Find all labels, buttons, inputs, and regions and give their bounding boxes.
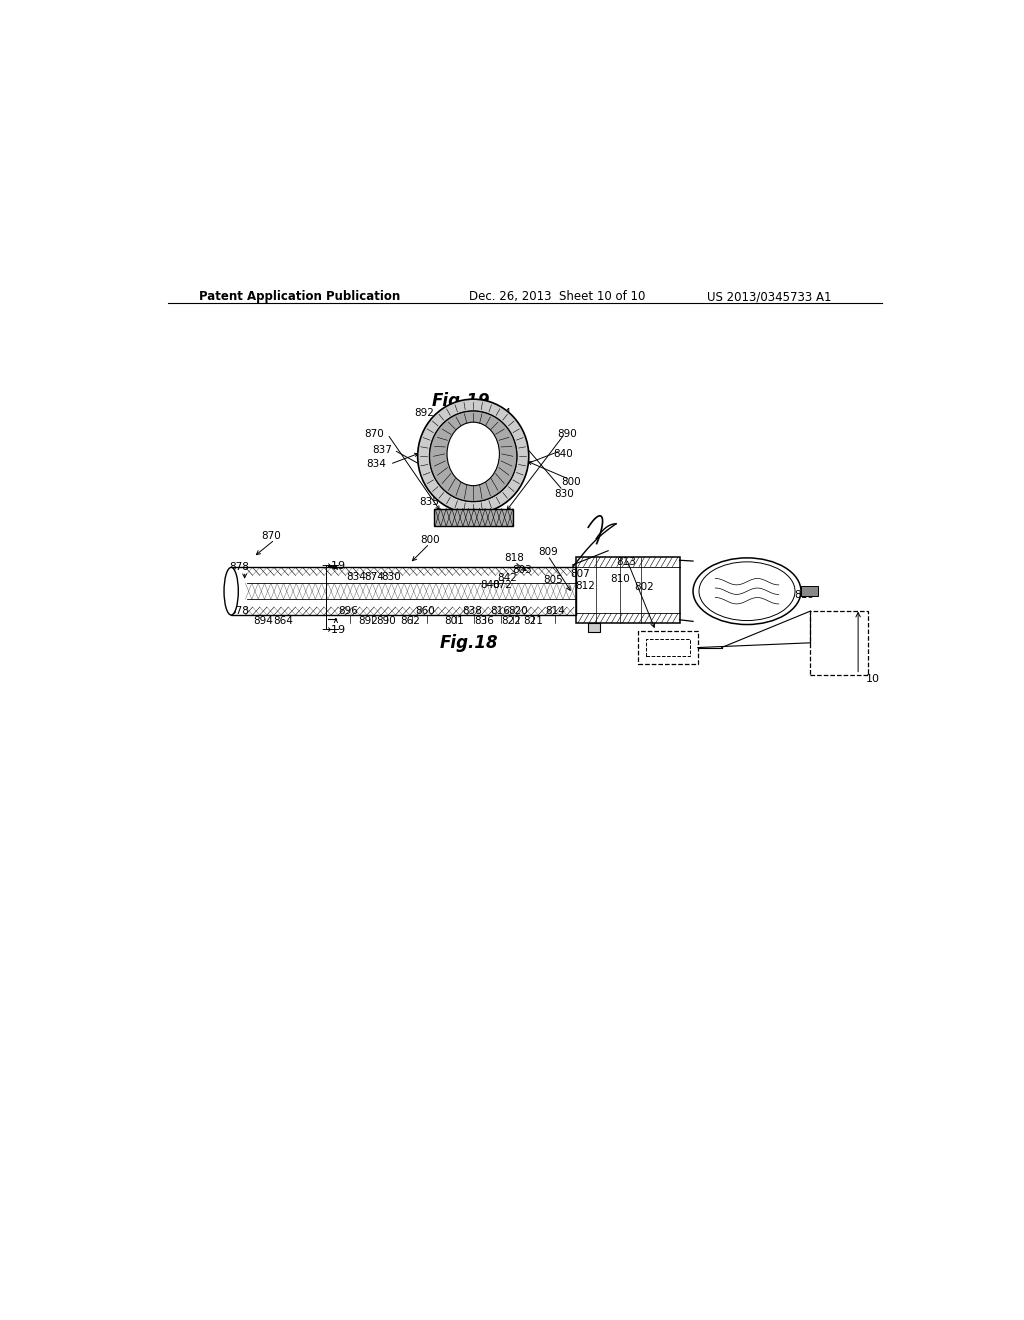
Text: 818: 818 [795,590,814,601]
Text: 836: 836 [474,616,495,627]
Text: 814: 814 [545,606,565,616]
Text: 878: 878 [229,562,249,573]
Text: 878: 878 [229,606,249,616]
Text: 894: 894 [253,616,272,627]
Text: 834: 834 [346,572,367,582]
Text: US 2013/0345733 A1: US 2013/0345733 A1 [708,290,831,304]
Text: 870: 870 [261,531,281,541]
Ellipse shape [224,568,239,615]
Text: 890: 890 [557,429,577,440]
Text: 890: 890 [376,616,396,627]
Ellipse shape [447,422,500,486]
Text: 896: 896 [339,606,358,616]
Text: $\rightarrow\!19$: $\rightarrow\!19$ [319,623,346,635]
Text: 870: 870 [365,429,384,440]
Text: 807: 807 [570,569,590,578]
Text: 803: 803 [513,565,532,574]
Text: 892: 892 [358,616,379,627]
Text: 837: 837 [446,496,467,507]
Text: Dec. 26, 2013  Sheet 10 of 10: Dec. 26, 2013 Sheet 10 of 10 [469,290,645,304]
Text: Fig.18: Fig.18 [440,634,499,652]
Text: 800: 800 [561,478,581,487]
Text: 830: 830 [382,572,401,582]
Ellipse shape [430,411,517,502]
Text: 840: 840 [553,449,572,459]
Text: 816: 816 [490,606,510,616]
Text: 820: 820 [508,606,527,616]
Ellipse shape [693,558,801,624]
Text: 810: 810 [610,574,630,585]
Text: 812: 812 [575,581,595,590]
Polygon shape [588,623,600,632]
Text: 830: 830 [555,488,574,499]
Text: 838: 838 [463,606,482,616]
Text: 864: 864 [492,408,511,417]
Text: 862: 862 [400,616,421,627]
Text: 821: 821 [523,616,543,627]
Text: 874: 874 [365,572,384,582]
Text: 818: 818 [505,553,524,562]
Text: 822: 822 [502,616,521,627]
Text: Patent Application Publication: Patent Application Publication [200,290,400,304]
Text: 802: 802 [634,582,653,593]
Text: 840: 840 [480,579,500,590]
Text: Fig.19: Fig.19 [432,392,490,409]
Polygon shape [433,508,513,527]
Text: 835: 835 [420,496,439,507]
Text: $\rightarrow\!19$: $\rightarrow\!19$ [319,558,346,572]
Ellipse shape [699,562,795,620]
Text: 805: 805 [544,576,563,585]
Text: 813: 813 [616,557,636,566]
Text: 800: 800 [420,535,439,545]
Text: 834: 834 [367,459,386,469]
Polygon shape [801,586,818,595]
Text: 892: 892 [414,408,434,417]
Text: 837: 837 [372,445,392,455]
Ellipse shape [418,399,528,513]
Text: 842: 842 [498,573,517,582]
Text: 872: 872 [492,579,512,590]
Text: 809: 809 [538,546,558,557]
Text: 801: 801 [444,616,464,627]
Text: 817: 817 [756,582,775,593]
Text: 864: 864 [273,616,294,627]
Text: 860: 860 [416,606,435,616]
Text: 10: 10 [866,675,880,684]
Ellipse shape [430,411,517,502]
